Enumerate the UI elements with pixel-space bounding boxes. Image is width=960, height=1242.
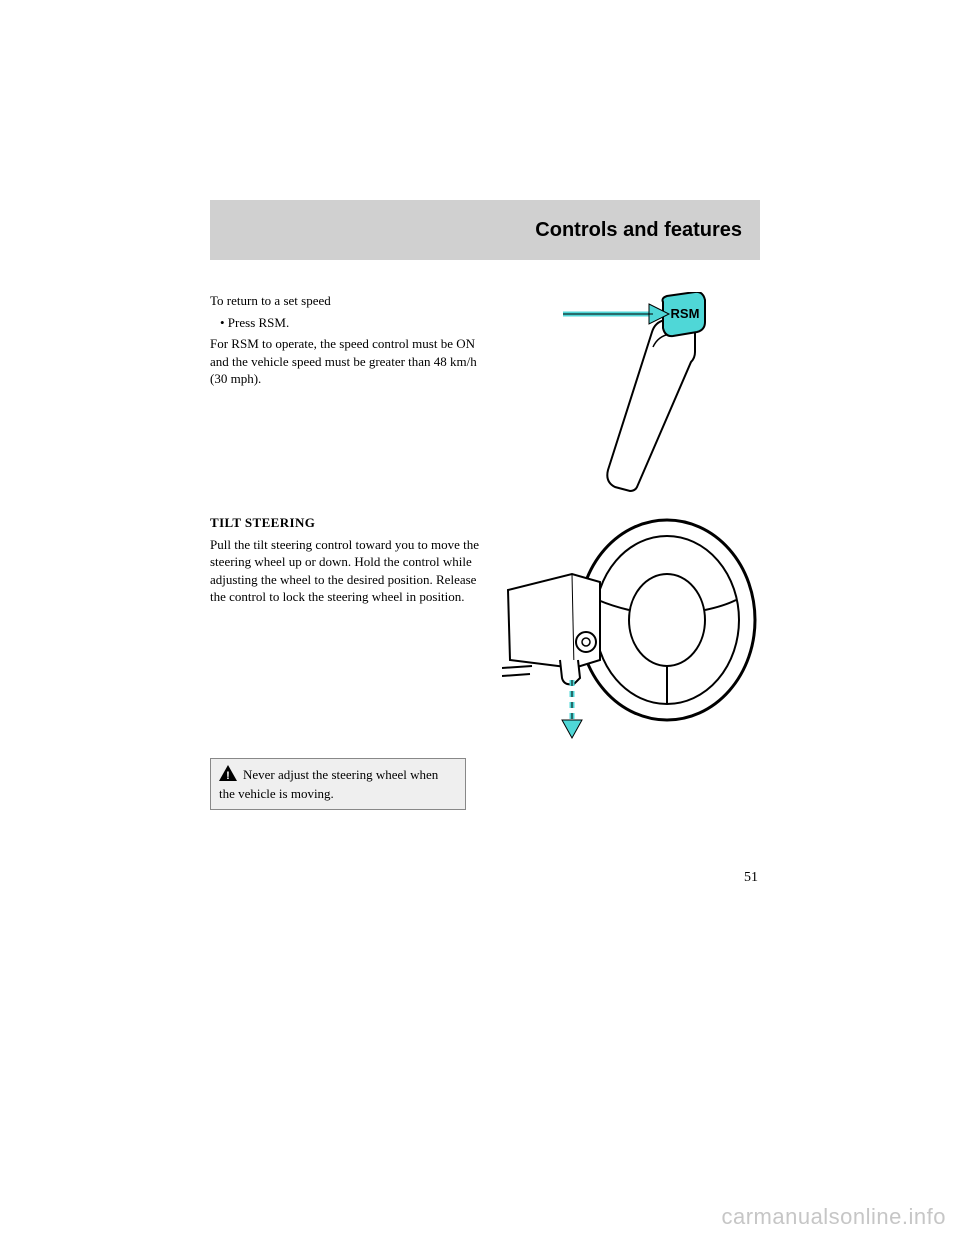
- section2-text: TILT STEERING Pull the tilt steering con…: [210, 510, 482, 740]
- section1-bullet: • Press RSM.: [220, 314, 482, 332]
- figure-rsm-stalk: RSM: [500, 292, 760, 492]
- page-number: 51: [744, 870, 758, 886]
- tilt-steering-body: Pull the tilt steering control toward yo…: [210, 536, 482, 606]
- section1-detail: For RSM to operate, the speed control mu…: [210, 335, 482, 388]
- section-return-set-speed: To return to a set speed • Press RSM. Fo…: [210, 292, 760, 492]
- warning-icon: !: [219, 765, 237, 786]
- section1-intro: To return to a set speed: [210, 292, 482, 310]
- figure-steering-tilt: [500, 510, 760, 740]
- svg-text:!: !: [226, 770, 230, 781]
- warning-box: ! Never adjust the steering wheel when t…: [210, 758, 466, 810]
- section-tilt-steering: TILT STEERING Pull the tilt steering con…: [210, 510, 760, 740]
- rsm-stalk-svg: RSM: [545, 292, 715, 492]
- page-title: Controls and features: [535, 219, 742, 242]
- section1-text: To return to a set speed • Press RSM. Fo…: [210, 292, 482, 492]
- watermark: carmanualsonline.info: [721, 1204, 946, 1230]
- steering-svg: [502, 510, 758, 740]
- header-band: Controls and features: [210, 200, 760, 260]
- page: Controls and features To return to a set…: [0, 0, 960, 1242]
- content: To return to a set speed • Press RSM. Fo…: [210, 292, 760, 810]
- warning-text: Never adjust the steering wheel when the…: [219, 767, 438, 801]
- rsm-button-label: RSM: [671, 306, 700, 321]
- tilt-steering-heading: TILT STEERING: [210, 514, 482, 532]
